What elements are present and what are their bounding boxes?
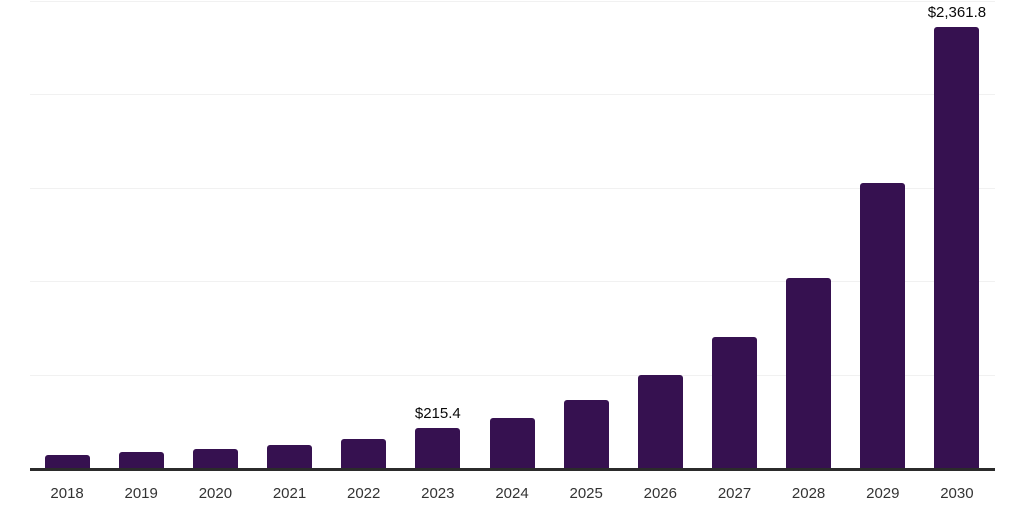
gridline-1500 [30, 187, 995, 189]
x-tick-2019: 2019 [124, 485, 158, 502]
x-tick-2022: 2022 [347, 485, 381, 502]
x-tick-2026: 2026 [643, 485, 677, 502]
x-tick-2021: 2021 [272, 485, 307, 502]
gridline-500 [30, 374, 995, 376]
data-label-2030: $2,361.8 [927, 3, 987, 21]
bar-2030 [934, 26, 980, 468]
x-tick-2029: 2029 [866, 485, 900, 502]
bar-2025 [563, 400, 609, 468]
bar-2024 [489, 418, 535, 468]
bar-2028 [786, 277, 832, 468]
x-tick-2025: 2025 [569, 485, 603, 502]
bar-2029 [860, 182, 906, 468]
gridline-2000 [30, 94, 995, 96]
x-tick-2024: 2024 [495, 485, 529, 502]
bar-2018 [44, 455, 90, 468]
x-tick-2028: 2028 [791, 485, 826, 502]
data-label-2023: $215.4 [414, 404, 461, 422]
bar-2020 [192, 449, 238, 468]
x-axis-line [30, 468, 995, 471]
bar-2022 [341, 439, 387, 468]
bar-2023 [415, 427, 461, 468]
x-tick-2027: 2027 [717, 485, 752, 502]
bar-2027 [712, 337, 757, 468]
x-tick-2020: 2020 [198, 485, 233, 502]
bar-2026 [637, 375, 683, 468]
x-tick-2030: 2030 [940, 485, 974, 502]
gridline-1000 [30, 281, 995, 283]
x-tick-2023: 2023 [421, 485, 455, 502]
gridline-2500 [30, 1, 995, 2]
bar-2021 [267, 445, 312, 468]
bar-2019 [118, 452, 164, 468]
x-tick-2018: 2018 [50, 485, 84, 502]
